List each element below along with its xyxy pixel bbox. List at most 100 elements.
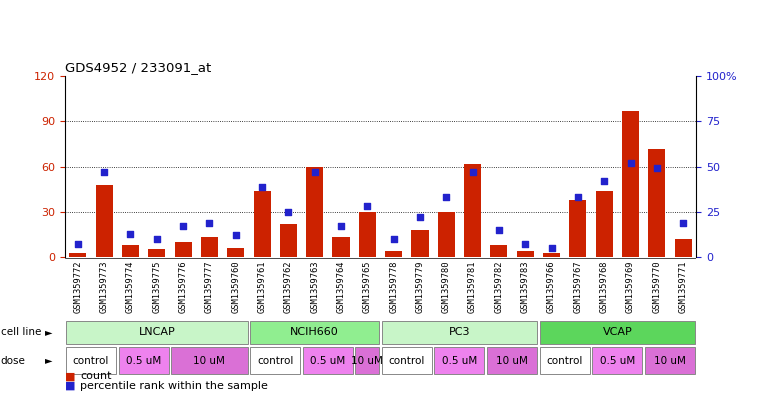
- Point: [72, 241, 84, 248]
- Text: 10 uM: 10 uM: [352, 356, 384, 365]
- Text: GSM1359761: GSM1359761: [257, 260, 266, 313]
- Point: [440, 194, 452, 200]
- Bar: [69, 253, 87, 257]
- Text: LNCAP: LNCAP: [139, 327, 175, 337]
- Bar: [592, 347, 642, 374]
- Text: ■: ■: [65, 381, 75, 391]
- Bar: [382, 321, 537, 344]
- Text: GSM1359782: GSM1359782: [495, 260, 504, 313]
- Text: GSM1359772: GSM1359772: [73, 260, 82, 313]
- Bar: [358, 212, 376, 257]
- Bar: [648, 149, 665, 257]
- Bar: [569, 200, 587, 257]
- Bar: [250, 321, 379, 344]
- Point: [203, 220, 215, 226]
- Bar: [280, 224, 297, 257]
- Text: control: control: [546, 356, 583, 365]
- Text: dose: dose: [1, 356, 26, 365]
- Bar: [382, 347, 431, 374]
- Point: [625, 160, 637, 166]
- Text: GSM1359768: GSM1359768: [600, 260, 609, 313]
- Point: [282, 209, 295, 215]
- Text: control: control: [257, 356, 294, 365]
- Text: 10 uM: 10 uM: [193, 356, 225, 365]
- Bar: [438, 212, 455, 257]
- Point: [466, 169, 479, 175]
- Bar: [412, 230, 428, 257]
- Bar: [540, 321, 695, 344]
- Text: 10 uM: 10 uM: [654, 356, 686, 365]
- Text: control: control: [73, 356, 109, 365]
- Bar: [464, 163, 481, 257]
- Text: percentile rank within the sample: percentile rank within the sample: [80, 381, 268, 391]
- Bar: [174, 242, 192, 257]
- Text: ►: ►: [45, 356, 53, 365]
- Bar: [674, 239, 692, 257]
- Text: GSM1359762: GSM1359762: [284, 260, 293, 313]
- Bar: [171, 347, 247, 374]
- Bar: [543, 253, 560, 257]
- Bar: [517, 251, 533, 257]
- Text: GSM1359769: GSM1359769: [626, 260, 635, 313]
- Point: [572, 194, 584, 200]
- Text: GSM1359771: GSM1359771: [679, 260, 688, 313]
- Text: GSM1359774: GSM1359774: [126, 260, 135, 313]
- Bar: [148, 250, 165, 257]
- Bar: [622, 111, 639, 257]
- Bar: [122, 245, 139, 257]
- Bar: [306, 167, 323, 257]
- Text: 10 uM: 10 uM: [496, 356, 528, 365]
- Text: GSM1359775: GSM1359775: [152, 260, 161, 313]
- Text: GSM1359779: GSM1359779: [416, 260, 425, 313]
- Point: [335, 223, 347, 230]
- Point: [493, 227, 505, 233]
- Point: [387, 236, 400, 242]
- Text: GSM1359778: GSM1359778: [389, 260, 398, 313]
- Bar: [119, 347, 169, 374]
- Text: NCIH660: NCIH660: [291, 327, 339, 337]
- Text: GSM1359763: GSM1359763: [310, 260, 319, 313]
- Text: GDS4952 / 233091_at: GDS4952 / 233091_at: [65, 61, 211, 74]
- Text: GSM1359777: GSM1359777: [205, 260, 214, 313]
- Text: PC3: PC3: [449, 327, 470, 337]
- Bar: [250, 347, 301, 374]
- Point: [361, 203, 374, 209]
- Bar: [645, 347, 695, 374]
- Text: GSM1359781: GSM1359781: [468, 260, 477, 313]
- Point: [124, 230, 136, 237]
- Bar: [96, 185, 113, 257]
- Bar: [303, 347, 353, 374]
- Bar: [596, 191, 613, 257]
- Text: ►: ►: [45, 327, 53, 337]
- Bar: [333, 237, 349, 257]
- Text: GSM1359773: GSM1359773: [100, 260, 109, 313]
- Point: [230, 232, 242, 239]
- Bar: [66, 321, 247, 344]
- Point: [309, 169, 321, 175]
- Point: [256, 184, 268, 190]
- Point: [519, 241, 531, 248]
- Text: VCAP: VCAP: [603, 327, 632, 337]
- Bar: [540, 347, 590, 374]
- Bar: [385, 251, 403, 257]
- Text: GSM1359783: GSM1359783: [521, 260, 530, 313]
- Text: control: control: [389, 356, 425, 365]
- Text: GSM1359766: GSM1359766: [547, 260, 556, 313]
- Bar: [355, 347, 379, 374]
- Text: GSM1359767: GSM1359767: [573, 260, 582, 313]
- Bar: [487, 347, 537, 374]
- Text: GSM1359780: GSM1359780: [442, 260, 451, 313]
- Bar: [66, 347, 116, 374]
- Text: GSM1359764: GSM1359764: [336, 260, 345, 313]
- Text: count: count: [80, 371, 111, 381]
- Point: [677, 220, 689, 226]
- Text: ■: ■: [65, 371, 75, 381]
- Point: [546, 245, 558, 251]
- Text: GSM1359770: GSM1359770: [652, 260, 661, 313]
- Point: [98, 169, 110, 175]
- Point: [177, 223, 189, 230]
- Text: GSM1359760: GSM1359760: [231, 260, 240, 313]
- Text: 0.5 uM: 0.5 uM: [442, 356, 477, 365]
- Text: 0.5 uM: 0.5 uM: [600, 356, 635, 365]
- Text: GSM1359776: GSM1359776: [179, 260, 188, 313]
